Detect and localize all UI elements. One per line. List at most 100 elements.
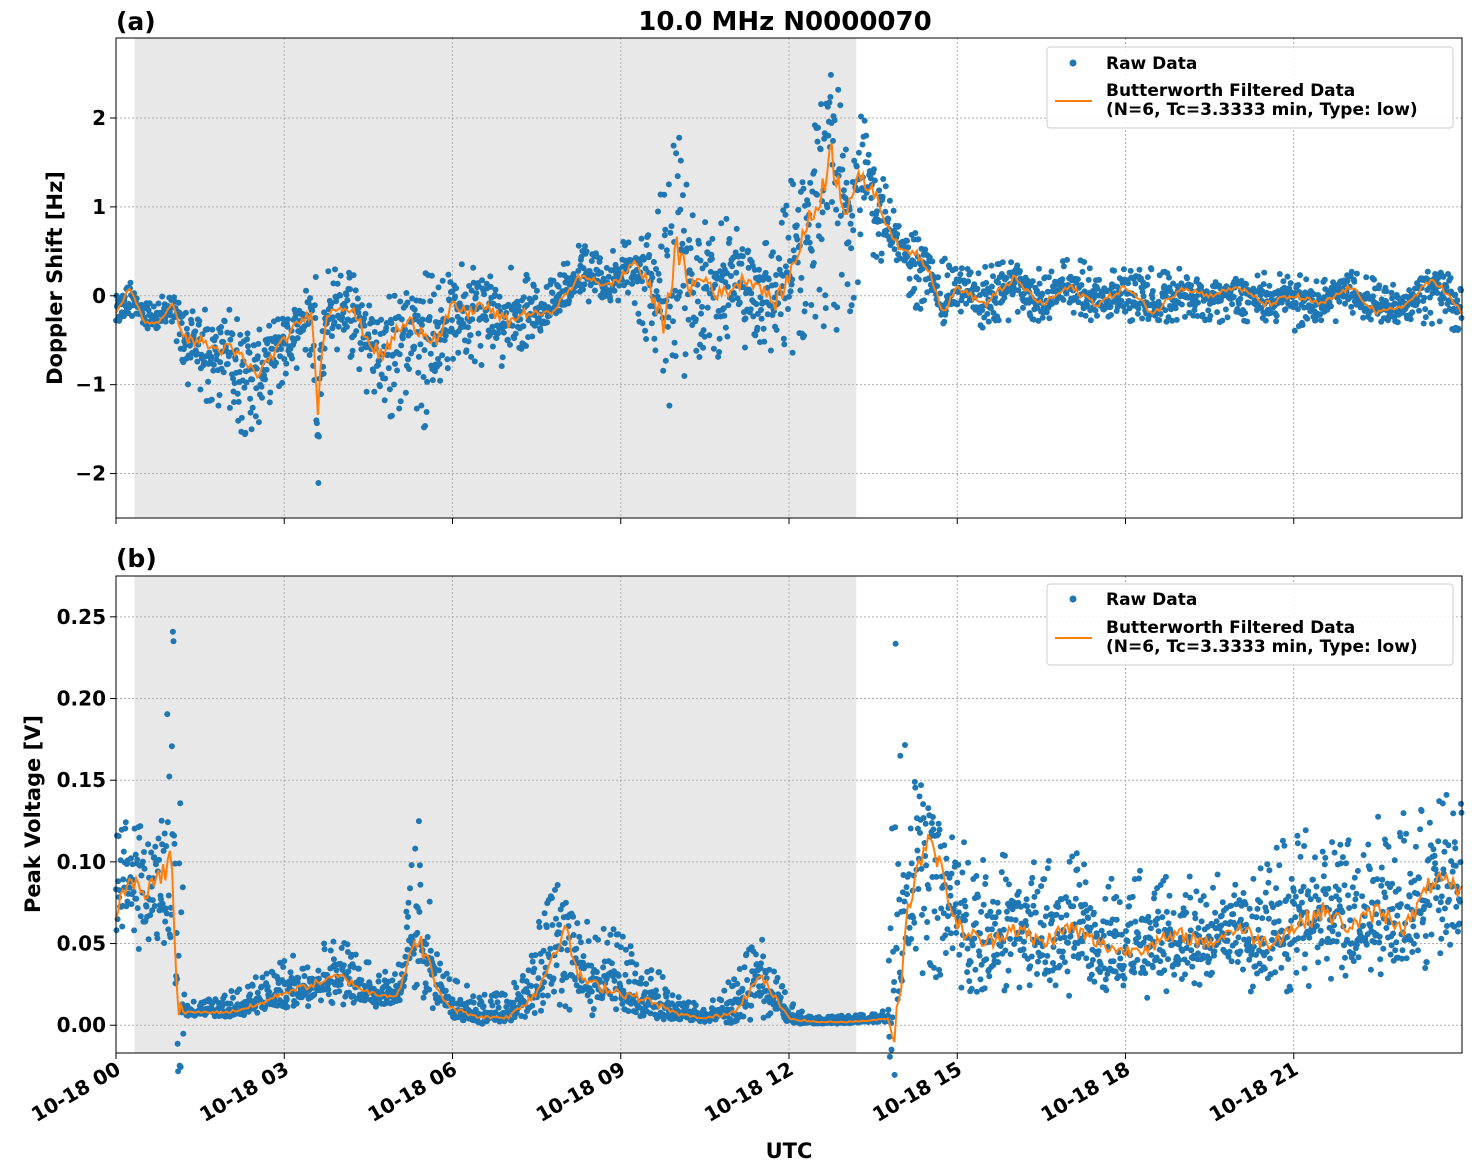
raw-point [1156,317,1163,324]
raw-point [137,913,144,920]
raw-point [523,978,530,985]
raw-point [822,305,829,312]
raw-point [921,297,928,304]
raw-point [1257,899,1264,906]
raw-point [619,933,626,940]
raw-point [764,311,771,318]
raw-point [415,353,422,360]
raw-point [942,932,949,939]
raw-point [665,314,672,321]
raw-point [411,306,418,313]
raw-point [758,307,764,313]
raw-point [556,921,563,928]
raw-point [695,240,702,247]
raw-point [1064,256,1070,263]
raw-point [353,328,360,335]
raw-point [708,255,715,262]
raw-point [1034,888,1041,895]
raw-point [427,298,434,305]
raw-point [961,897,968,904]
raw-point [187,342,193,349]
raw-point [273,359,279,366]
raw-point [839,166,846,173]
raw-point [523,343,529,349]
raw-point [580,286,586,293]
raw-point [661,191,668,198]
raw-point [801,308,808,315]
raw-point [352,287,359,294]
raw-point [134,856,141,863]
raw-point [1313,883,1320,890]
raw-point [394,367,401,374]
raw-point [468,287,475,294]
raw-point [1036,265,1042,272]
raw-point [1257,865,1264,872]
panel-a-ylabel: Doppler Shift [Hz] [43,171,67,385]
raw-point [999,259,1006,266]
raw-point [454,978,461,985]
raw-point [1042,959,1049,966]
raw-point [515,303,522,310]
raw-point [1032,909,1039,916]
raw-point [1091,978,1098,985]
raw-point [790,247,797,254]
raw-point [284,323,291,330]
raw-point [965,859,972,866]
legend-filtered-line-text: Butterworth Filtered Data [1106,81,1355,101]
raw-point [352,951,359,958]
raw-point [262,1004,269,1011]
raw-point [261,347,268,354]
raw-point [246,349,253,356]
raw-point [417,341,424,348]
raw-point [1102,895,1109,902]
raw-point [693,347,700,354]
raw-point [882,183,889,190]
raw-point [634,278,641,285]
raw-point [479,277,485,284]
raw-point [875,231,882,238]
raw-point [610,247,616,254]
raw-point [278,346,285,352]
raw-point [1292,299,1299,306]
raw-point [1024,903,1031,910]
raw-point [610,926,617,933]
raw-point [144,325,151,332]
raw-point [185,381,191,388]
raw-point [536,924,543,930]
raw-point [1145,913,1152,920]
raw-point [765,276,772,283]
raw-point [366,302,373,309]
raw-point [212,333,219,340]
raw-point [760,276,767,283]
raw-point [349,347,356,354]
raw-point [798,274,805,281]
raw-point [928,820,935,826]
raw-point [1029,874,1036,881]
raw-point [758,960,764,967]
raw-point [171,840,178,847]
raw-point [1391,300,1398,307]
raw-point [1294,832,1301,839]
raw-point [1195,925,1202,931]
raw-point [1103,987,1110,994]
raw-point [175,952,182,959]
raw-point [1219,317,1226,324]
raw-point [1305,983,1312,989]
raw-point [538,958,545,965]
raw-point [1244,318,1251,325]
raw-point [1317,927,1324,934]
raw-point [673,150,680,157]
raw-point [230,375,236,382]
raw-point [543,924,550,931]
raw-point [829,199,835,205]
raw-point [907,825,914,832]
raw-point [585,938,592,945]
raw-point [328,300,335,307]
raw-point [929,258,936,265]
raw-point [1426,294,1433,301]
raw-point [155,835,162,842]
raw-point [247,991,254,998]
raw-point [760,325,767,332]
raw-point [682,351,689,358]
raw-point [904,891,910,898]
